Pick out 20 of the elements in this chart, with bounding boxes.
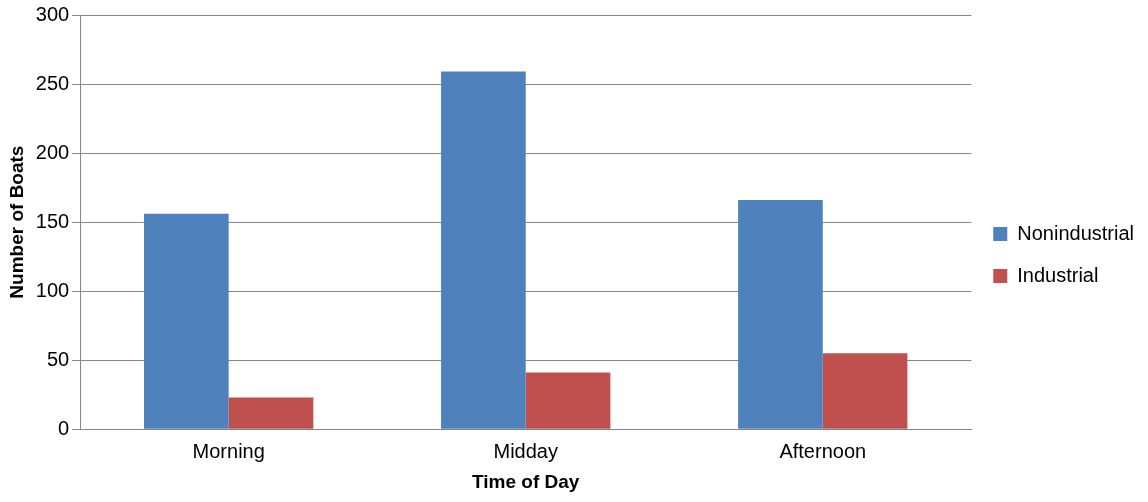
legend-label: Industrial [1017, 263, 1099, 286]
x-tick-label: Afternoon [779, 439, 867, 462]
y-tick-label: 300 [35, 2, 70, 25]
x-axis-title: Time of Day [472, 470, 580, 492]
bar [525, 372, 611, 429]
x-tick-label: Morning [192, 439, 265, 462]
y-tick-label: 0 [58, 416, 70, 439]
x-tick-label: Midday [493, 439, 558, 462]
bar [144, 213, 229, 429]
y-tick-label: 100 [35, 278, 70, 301]
y-tick-label: 150 [35, 209, 70, 232]
bar [228, 397, 314, 429]
y-tick-label: 50 [46, 347, 70, 370]
legend-label: Nonindustrial [1017, 221, 1135, 244]
bar [738, 200, 823, 429]
bar [822, 353, 908, 429]
y-axis-title: Number of Boats [5, 145, 27, 299]
y-tick-label: 250 [35, 71, 70, 94]
y-tick-label: 200 [35, 140, 70, 163]
bar [441, 71, 526, 429]
